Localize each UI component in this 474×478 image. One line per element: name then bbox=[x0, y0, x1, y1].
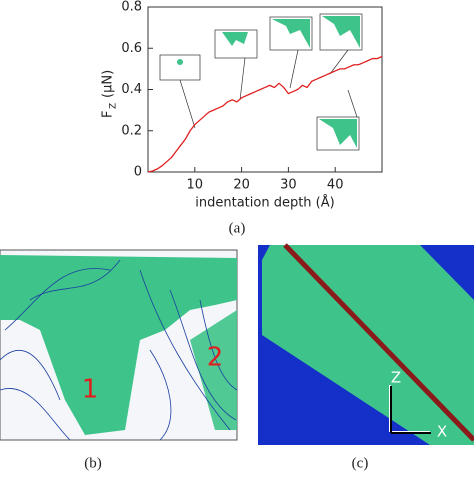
inset-content bbox=[177, 16, 360, 148]
y-label-main: F bbox=[101, 111, 116, 118]
panel-label: (a) bbox=[229, 220, 246, 236]
panel-b-image bbox=[0, 249, 238, 441]
axis-z-label: Z bbox=[391, 369, 401, 387]
x-tick-label: 40 bbox=[327, 178, 344, 193]
y-tick-label: 0.6 bbox=[121, 41, 142, 56]
y-label-sub: Z bbox=[109, 103, 119, 109]
x-tick-label: 10 bbox=[187, 178, 204, 193]
y-tick-label: 0.4 bbox=[121, 82, 142, 97]
y-tick-label: 0.8 bbox=[121, 0, 142, 15]
y-axis-label: F Z (μN) bbox=[101, 70, 119, 118]
panel-c-image bbox=[258, 243, 474, 445]
y-label-unit: (μN) bbox=[101, 70, 116, 98]
x-tick-label: 30 bbox=[280, 178, 297, 193]
data-line bbox=[147, 55, 383, 173]
panel-label: (c) bbox=[352, 455, 369, 471]
axis-x-label: X bbox=[437, 423, 447, 441]
panel-label: (b) bbox=[84, 455, 102, 471]
dislocation-label: 2 bbox=[207, 343, 224, 373]
y-tick-label: 0.2 bbox=[121, 123, 142, 138]
y-tick-label: 0 bbox=[134, 165, 142, 180]
x-tick-label: 20 bbox=[233, 178, 250, 193]
x-axis-label: indentation depth (Å) bbox=[195, 195, 334, 211]
dislocation-label: 1 bbox=[82, 375, 99, 405]
